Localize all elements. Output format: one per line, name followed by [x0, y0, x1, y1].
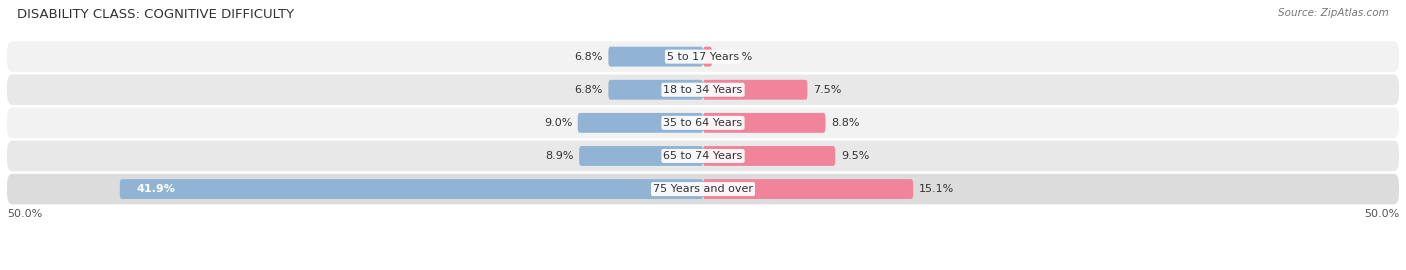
FancyBboxPatch shape — [579, 146, 703, 166]
Text: 7.5%: 7.5% — [813, 85, 841, 95]
FancyBboxPatch shape — [703, 47, 711, 67]
Text: 18 to 34 Years: 18 to 34 Years — [664, 85, 742, 95]
Text: 5 to 17 Years: 5 to 17 Years — [666, 52, 740, 62]
FancyBboxPatch shape — [703, 80, 807, 100]
Text: 50.0%: 50.0% — [1364, 209, 1399, 219]
FancyBboxPatch shape — [7, 108, 1399, 138]
FancyBboxPatch shape — [7, 141, 1399, 171]
Text: 9.5%: 9.5% — [841, 151, 869, 161]
Text: DISABILITY CLASS: COGNITIVE DIFFICULTY: DISABILITY CLASS: COGNITIVE DIFFICULTY — [17, 8, 294, 21]
Text: 9.0%: 9.0% — [544, 118, 572, 128]
Text: Source: ZipAtlas.com: Source: ZipAtlas.com — [1278, 8, 1389, 18]
Text: 6.8%: 6.8% — [575, 52, 603, 62]
FancyBboxPatch shape — [7, 41, 1399, 72]
FancyBboxPatch shape — [7, 75, 1399, 105]
Text: 6.8%: 6.8% — [575, 85, 603, 95]
Text: 50.0%: 50.0% — [7, 209, 42, 219]
FancyBboxPatch shape — [120, 179, 703, 199]
Text: 35 to 64 Years: 35 to 64 Years — [664, 118, 742, 128]
Text: 8.9%: 8.9% — [546, 151, 574, 161]
Text: 41.9%: 41.9% — [136, 184, 176, 194]
Text: 8.8%: 8.8% — [831, 118, 859, 128]
FancyBboxPatch shape — [703, 113, 825, 133]
Text: 0.65%: 0.65% — [717, 52, 752, 62]
Text: 65 to 74 Years: 65 to 74 Years — [664, 151, 742, 161]
FancyBboxPatch shape — [7, 174, 1399, 204]
FancyBboxPatch shape — [609, 80, 703, 100]
FancyBboxPatch shape — [703, 146, 835, 166]
FancyBboxPatch shape — [578, 113, 703, 133]
Text: 75 Years and over: 75 Years and over — [652, 184, 754, 194]
Text: 15.1%: 15.1% — [918, 184, 955, 194]
FancyBboxPatch shape — [703, 179, 912, 199]
FancyBboxPatch shape — [609, 47, 703, 67]
